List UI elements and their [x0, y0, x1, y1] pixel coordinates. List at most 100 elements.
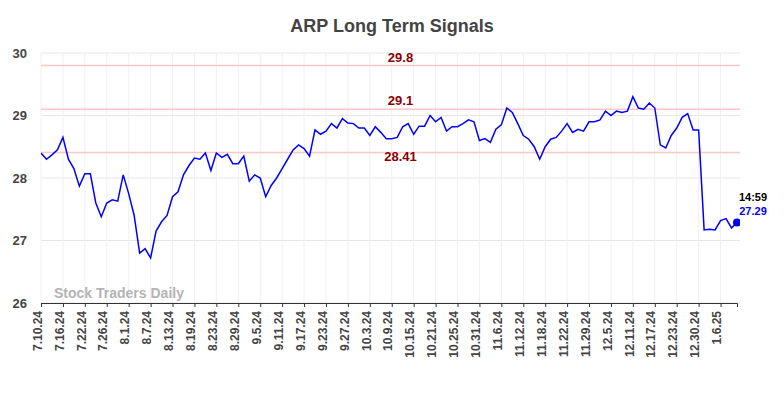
x-tick: 10.3.24	[360, 303, 374, 351]
x-tick-label: 7.22.24	[75, 311, 89, 351]
y-tick-label: 26	[13, 296, 27, 311]
last-value-label: 27.29	[739, 205, 767, 217]
x-tick: 8.19.24	[184, 303, 198, 351]
x-grid-line	[654, 53, 655, 303]
x-grid-line	[676, 53, 677, 303]
x-tick-label: 11.22.24	[557, 311, 571, 357]
x-tick-mark	[304, 303, 305, 307]
x-tick: 11.12.24	[513, 303, 527, 357]
x-grid-line	[62, 53, 63, 303]
plot-area	[41, 97, 740, 258]
x-tick: 8.29.24	[228, 303, 242, 351]
x-tick: 12.11.24	[623, 303, 637, 357]
x-tick-label: 9.23.24	[316, 311, 330, 351]
x-tick-mark	[348, 303, 349, 307]
x-tick-label: 10.25.24	[447, 311, 461, 358]
x-grid-line	[589, 53, 590, 303]
time-label: 14:59	[739, 191, 767, 203]
x-tick: 8.13.24	[162, 303, 176, 351]
title: ARP Long Term Signals	[290, 16, 493, 36]
x-tick: 7.26.24	[96, 303, 110, 351]
grid	[41, 53, 740, 303]
x-tick-mark	[479, 303, 480, 307]
x-tick-label: 11.6.24	[491, 311, 505, 351]
x-tick-label: 9.27.24	[338, 311, 352, 351]
x-tick-label: 8.29.24	[228, 311, 242, 351]
x-grid-line	[369, 53, 370, 303]
x-tick-label: 12.17.24	[644, 311, 658, 358]
x-tick: 11.29.24	[579, 303, 593, 357]
x-tick: 12.17.24	[644, 303, 658, 358]
x-tick-label: 9.11.24	[272, 311, 286, 351]
x-tick-mark	[655, 303, 656, 307]
x-grid-line	[150, 53, 151, 303]
x-tick: 8.7.24	[140, 303, 154, 344]
x-tick-mark	[545, 303, 546, 307]
x-tick: 11.6.24	[491, 303, 505, 350]
reference-line	[41, 65, 740, 67]
x-grid-line	[479, 53, 480, 303]
x-tick-label: 11.12.24	[513, 311, 527, 357]
x-tick: 12.5.24	[601, 303, 615, 351]
x-grid-line	[567, 53, 568, 303]
x-tick-mark	[392, 303, 393, 307]
x-tick-mark	[194, 303, 195, 307]
x-tick-label: 10.15.24	[403, 311, 417, 358]
x-tick-mark	[611, 303, 612, 307]
x-tick: 11.18.24	[535, 303, 549, 357]
x-axis-line	[42, 304, 738, 308]
x-tick-label: 10.21.24	[425, 311, 439, 358]
x-grid-line	[610, 53, 611, 303]
chart: ARP Long Term Signals29.829.128.41262728…	[0, 0, 784, 398]
x-tick-mark	[151, 303, 152, 307]
x-tick-mark	[677, 303, 678, 307]
x-grid-line	[282, 53, 283, 303]
x-grid-line	[325, 53, 326, 303]
x-tick-mark	[63, 303, 64, 307]
x-grid-line	[347, 53, 348, 303]
x-tick-mark	[238, 303, 239, 307]
x-tick-label: 8.23.24	[206, 311, 220, 351]
y-grid-line	[41, 178, 740, 179]
x-tick: 9.17.24	[294, 303, 308, 351]
y-tick: 28	[13, 171, 41, 186]
x-tick-label: 10.3.24	[360, 311, 374, 351]
x-tick: 9.5.24	[250, 303, 264, 344]
x-tick-mark	[260, 303, 261, 307]
x-tick: 9.11.24	[272, 303, 286, 350]
last-point	[733, 218, 740, 226]
x-tick: 8.1.24	[118, 303, 132, 344]
x-tick-label: 7.16.24	[53, 311, 67, 351]
x-grid-line	[194, 53, 195, 303]
x-tick: 12.23.24	[666, 303, 680, 358]
x-tick-mark	[85, 303, 86, 307]
reference-label: 29.1	[388, 93, 413, 108]
x-tick-label: 9.17.24	[294, 311, 308, 351]
x-tick: 9.23.24	[316, 303, 330, 351]
y-grid-line	[41, 240, 740, 241]
x-grid-line	[457, 53, 458, 303]
x-tick-label: 8.1.24	[118, 311, 132, 345]
x-grid-line	[106, 53, 107, 303]
x-tick-mark	[699, 303, 700, 307]
y-tick-label: 30	[13, 46, 27, 61]
x-tick-mark	[414, 303, 415, 307]
x-tick-mark	[129, 303, 130, 307]
x-tick-mark	[326, 303, 327, 307]
x-tick-label: 11.18.24	[535, 311, 549, 357]
x-tick-mark	[370, 303, 371, 307]
x-grid-line	[501, 53, 502, 303]
x-grid-line	[172, 53, 173, 303]
x-grid-line	[304, 53, 305, 303]
x-tick: 7.10.24	[31, 303, 45, 351]
x-grid-line	[545, 53, 546, 303]
x-grid-line	[523, 53, 524, 303]
reference-line	[41, 109, 740, 111]
x-grid-line	[720, 53, 721, 303]
y-tick: 30	[13, 46, 41, 61]
x-tick-mark	[589, 303, 590, 307]
x-grid-line	[128, 53, 129, 303]
x-tick: 11.22.24	[557, 303, 571, 357]
y-tick-label: 27	[13, 233, 27, 248]
y-tick: 26	[13, 296, 41, 311]
